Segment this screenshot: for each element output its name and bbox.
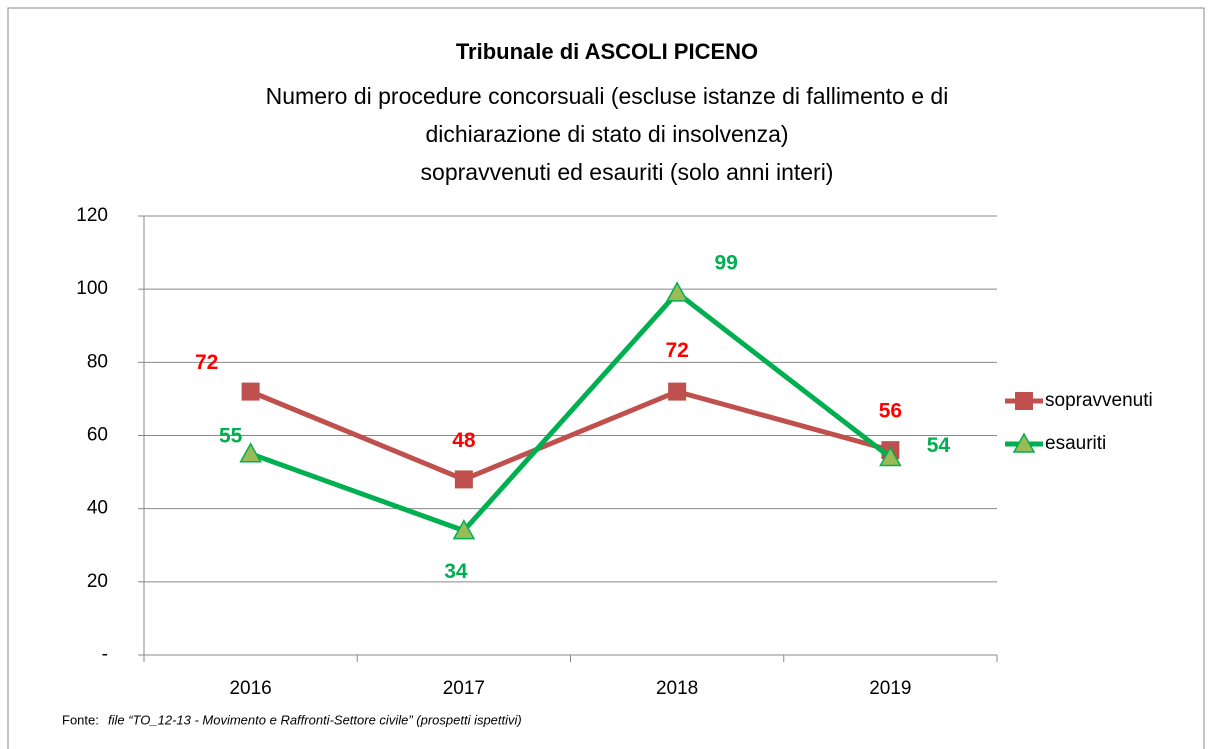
y-tick-label: 100 [76, 278, 108, 299]
x-tick-label: 2018 [656, 678, 698, 699]
data-label: 48 [452, 429, 476, 452]
data-label: 55 [219, 424, 243, 447]
y-tick-label: 80 [87, 351, 108, 372]
series-line [249, 389, 892, 482]
chart-title: Tribunale di ASCOLI PICENO [456, 39, 758, 64]
data-label: 72 [665, 339, 688, 362]
marker [454, 470, 473, 489]
data-label: 72 [195, 351, 218, 374]
x-tick-label: 2019 [869, 678, 911, 699]
legend-label: esauriti [1045, 433, 1106, 454]
x-tick-label: 2017 [443, 678, 485, 699]
marker [668, 382, 687, 401]
chart-frame [7, 7, 1205, 749]
legend-marker [1012, 432, 1036, 453]
source-label: Fonte: [62, 712, 99, 727]
marker [239, 442, 262, 463]
chart-subtitle: dichiarazione di stato di insolvenza) [425, 121, 788, 147]
y-tick-label: 60 [87, 425, 108, 446]
marker [879, 445, 902, 467]
chart-subtitle: Numero di procedure concorsuali (escluse… [266, 83, 949, 109]
x-tick-label: 2016 [229, 678, 271, 699]
legend-marker [1015, 392, 1033, 410]
data-label: 54 [927, 434, 951, 457]
marker [241, 382, 260, 401]
source-text: file “TO_12-13 - Movimento e Raffronti-S… [108, 712, 522, 727]
marker [452, 519, 476, 540]
y-tick-label: 120 [76, 205, 108, 226]
legend-label: sopravvenuti [1045, 390, 1153, 411]
y-tick-label: 40 [87, 498, 108, 519]
data-label: 99 [714, 251, 737, 274]
chart-subtitle: sopravvenuti ed esauriti (solo anni inte… [421, 159, 834, 185]
series-line [249, 290, 892, 534]
y-tick-label: 20 [87, 571, 108, 592]
y-tick-label: - [102, 644, 108, 665]
data-label: 34 [444, 560, 468, 583]
marker [665, 281, 689, 302]
data-label: 56 [879, 400, 902, 423]
